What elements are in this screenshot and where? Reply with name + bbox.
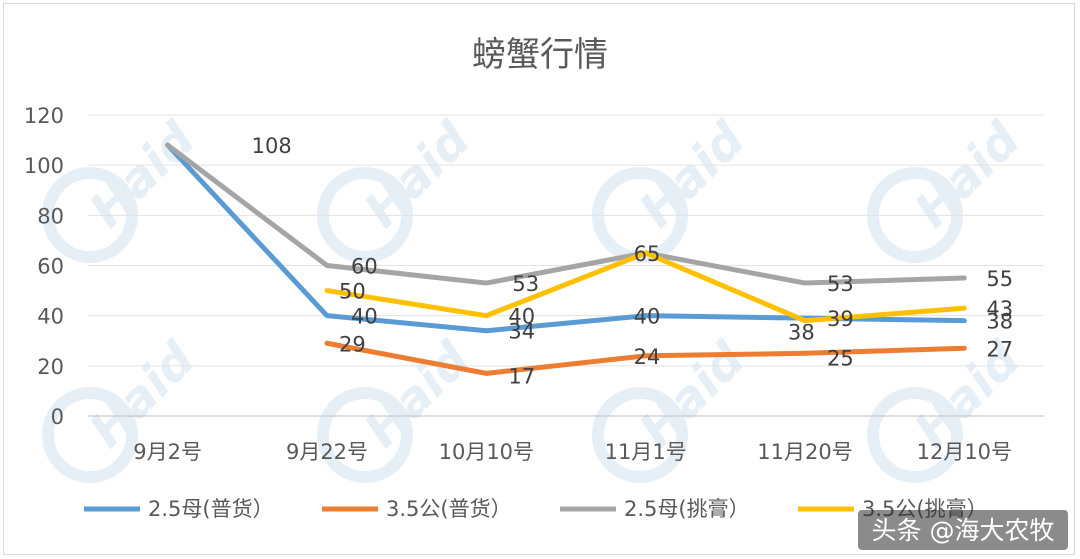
series-line [324,250,967,324]
gridlines [88,114,1044,417]
y-tick-label: 40 [37,305,64,329]
watermark-logo-icon [592,387,688,483]
x-category-label: 9月2号 [133,440,202,464]
x-axis-categories: 9月2号 9月22号 10月10号 11月1号 11月20号 12月10号 [133,440,1012,464]
data-label: 25 [827,346,854,370]
y-tick-label: 120 [24,104,64,128]
legend: 2.5母(普货） 3.5公(普货） 2.5母(挑膏） 3.5公(挑膏） [84,497,988,521]
watermark-logo-icon [317,387,413,483]
data-label: 53 [827,272,854,296]
data-label: 40 [634,305,661,329]
x-category-label: 11月1号 [605,440,687,464]
x-category-label: 10月10号 [439,440,534,464]
data-label: 50 [339,280,366,304]
y-tick-label: 100 [24,154,64,178]
legend-label: 2.5母(普货） [148,497,274,521]
data-label: 38 [986,310,1013,334]
y-tick-label: 0 [51,405,64,429]
data-label: 29 [339,332,366,356]
data-label: 65 [634,242,661,266]
data-label: 17 [508,364,535,388]
watermark-logo-icon [42,387,138,483]
legend-label: 3.5公(普货） [386,497,512,521]
credit-background [858,510,1068,550]
data-label: 24 [634,345,661,369]
legend-label: 2.5母(挑膏） [624,497,750,521]
series-lines [165,142,967,376]
data-label: 40 [351,305,378,329]
data-label: 39 [827,307,854,331]
data-label: 43 [986,297,1013,321]
data-label: 34 [508,320,535,344]
watermark-logo-icon [867,387,963,483]
series-line [165,142,967,286]
data-label: 38 [788,321,815,345]
y-tick-label: 20 [37,355,64,379]
x-category-label: 12月10号 [917,440,1012,464]
x-category-label: 11月20号 [757,440,852,464]
data-label: 40 [508,305,535,329]
credit-badge: 头条 @海大农牧 [858,510,1068,550]
y-tick-label: 80 [37,204,64,228]
series-line [324,340,967,376]
data-label: 108 [252,134,292,158]
y-tick-label: 60 [37,255,64,279]
data-label: 60 [351,255,378,279]
credit-text: 头条 @海大农牧 [872,516,1055,545]
data-label: 55 [986,267,1013,291]
y-axis-ticks: 0 20 40 60 80 100 120 [24,104,64,429]
data-label: 53 [512,272,539,296]
data-label: 27 [986,337,1013,361]
chart-title: 螃蟹行情 [472,35,608,75]
x-category-label: 9月22号 [286,440,368,464]
